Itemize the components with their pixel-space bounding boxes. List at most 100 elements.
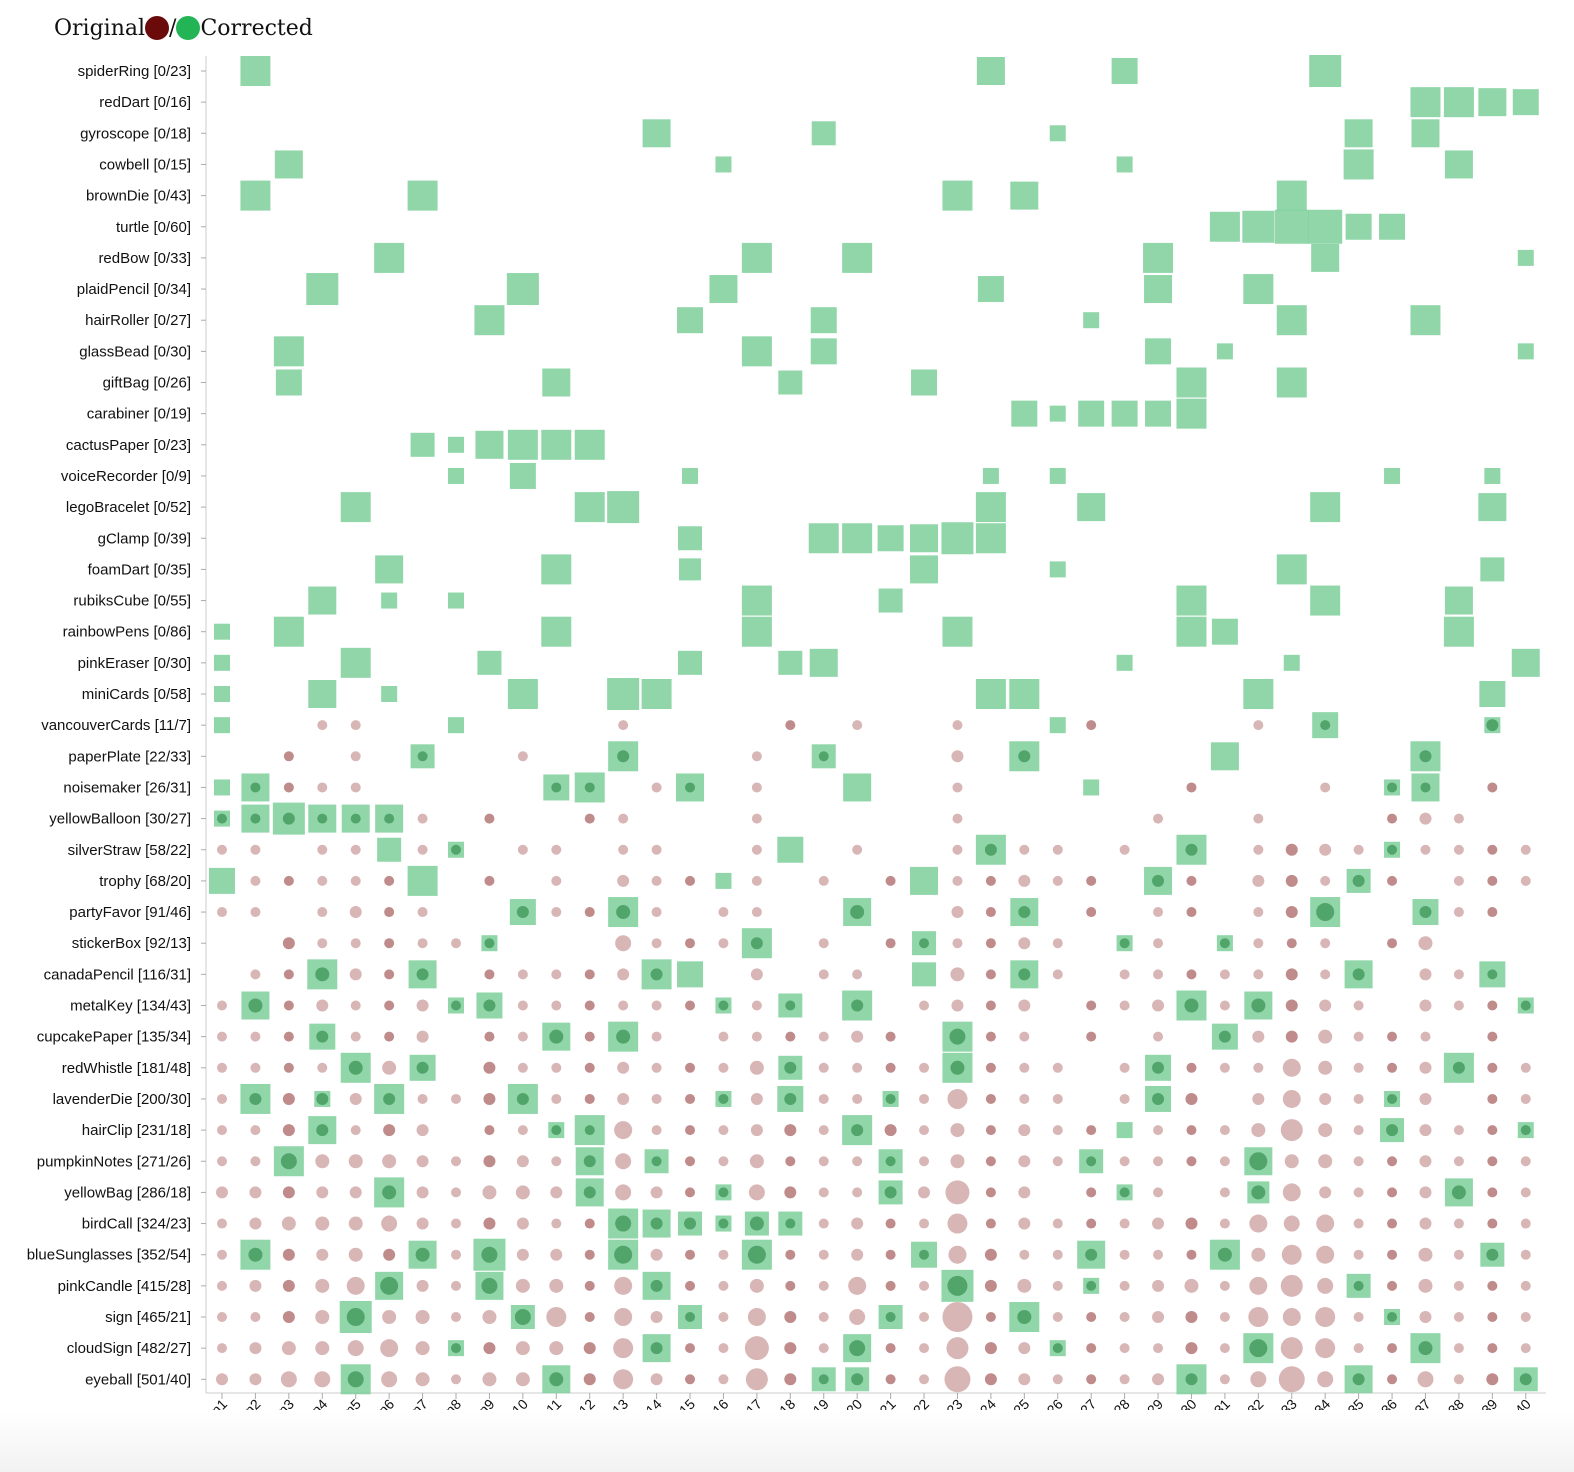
corrected-square <box>607 491 640 524</box>
corrected-square <box>641 679 672 709</box>
original-circle <box>650 1186 663 1199</box>
original-circle <box>248 1247 263 1262</box>
original-circle <box>852 1093 863 1104</box>
original-circle <box>818 1156 829 1167</box>
original-circle <box>984 1248 997 1261</box>
corrected-square <box>381 592 398 609</box>
original-circle <box>852 1187 863 1198</box>
chart-legend: Original / Corrected <box>54 12 313 44</box>
original-circle <box>1520 875 1531 886</box>
original-circle <box>952 844 963 855</box>
original-circle <box>885 1218 896 1229</box>
corrected-square <box>1443 87 1474 118</box>
original-circle <box>249 1373 262 1386</box>
original-circle <box>283 1000 294 1011</box>
original-circle <box>1419 750 1432 763</box>
original-circle <box>383 1124 396 1137</box>
original-circle <box>384 907 395 918</box>
original-circle <box>1119 1218 1130 1229</box>
original-circle <box>1052 1125 1063 1136</box>
original-circle <box>381 1371 398 1388</box>
original-circle <box>1052 1374 1063 1385</box>
original-circle <box>216 1186 228 1199</box>
original-circle <box>1387 1218 1398 1229</box>
original-circle <box>283 969 294 980</box>
original-circle <box>618 720 629 731</box>
original-circle <box>350 938 361 949</box>
original-circle <box>718 1280 729 1291</box>
original-circle <box>651 907 662 918</box>
original-circle <box>1387 1343 1398 1354</box>
original-circle <box>317 813 328 824</box>
original-circle <box>818 1280 829 1291</box>
original-circle <box>785 1249 796 1260</box>
corrected-square <box>306 273 339 306</box>
original-circle <box>718 1343 729 1354</box>
original-circle <box>1316 1214 1335 1233</box>
original-circle <box>749 1216 764 1231</box>
original-circle <box>614 1121 633 1140</box>
y-tick-label: cloudSign [482/27] <box>67 1340 191 1357</box>
original-circle <box>217 1312 227 1322</box>
original-circle <box>1285 874 1298 887</box>
original-circle <box>919 1374 930 1385</box>
original-circle <box>315 1154 330 1169</box>
corrected-square <box>682 467 699 484</box>
original-circle <box>1219 938 1230 949</box>
original-circle <box>1285 999 1298 1012</box>
corrected-square <box>274 150 303 179</box>
original-circle <box>1119 844 1130 855</box>
y-tick-label: silverStraw [58/22] <box>68 842 191 859</box>
original-circle <box>384 969 395 980</box>
original-circle <box>750 1092 763 1105</box>
original-circle <box>784 1373 797 1386</box>
corrected-square <box>1049 125 1066 142</box>
original-circle <box>985 1218 996 1229</box>
original-circle <box>1418 936 1433 951</box>
original-circle <box>1286 938 1297 949</box>
original-circle <box>1186 907 1197 918</box>
corrected-square <box>574 492 605 523</box>
original-circle <box>1152 1373 1165 1386</box>
original-circle <box>1219 1218 1230 1229</box>
original-circle <box>784 1124 797 1137</box>
corrected-square <box>1311 243 1340 272</box>
original-circle <box>985 907 996 918</box>
original-circle <box>282 1186 295 1199</box>
corrected-square <box>1479 681 1506 707</box>
original-circle <box>1316 903 1335 922</box>
original-circle <box>1152 999 1165 1012</box>
original-circle <box>613 1338 634 1359</box>
original-circle <box>947 1088 968 1109</box>
original-circle <box>1417 1371 1434 1388</box>
y-tick-label: cupcakePaper [135/34] <box>37 1029 191 1046</box>
original-circle <box>315 967 330 982</box>
original-circle <box>1153 1156 1164 1167</box>
original-circle <box>249 1092 262 1105</box>
original-circle <box>1152 1061 1165 1074</box>
original-circle <box>1520 1062 1531 1073</box>
original-circle <box>919 1062 930 1073</box>
corrected-square <box>741 616 772 647</box>
original-circle <box>1487 1093 1498 1104</box>
corrected-square <box>574 429 605 460</box>
corrected-square <box>407 180 438 211</box>
original-circle <box>984 1342 997 1355</box>
original-circle <box>217 844 227 855</box>
original-circle <box>749 1060 764 1075</box>
original-circle <box>1152 1311 1165 1323</box>
original-circle <box>1153 1249 1164 1260</box>
corrected-square <box>1242 210 1275 243</box>
original-circle <box>1282 1308 1301 1326</box>
original-circle <box>818 875 829 886</box>
y-tick-label: giftBag [0/26] <box>103 375 191 392</box>
original-circle <box>952 813 963 824</box>
corrected-square <box>1444 150 1473 179</box>
corrected-square <box>1176 616 1207 647</box>
original-circle <box>348 1060 363 1075</box>
original-circle <box>1386 1124 1399 1137</box>
original-circle <box>919 1249 930 1260</box>
original-circle <box>751 813 762 824</box>
original-circle <box>745 1368 768 1391</box>
original-circle <box>685 1062 696 1073</box>
